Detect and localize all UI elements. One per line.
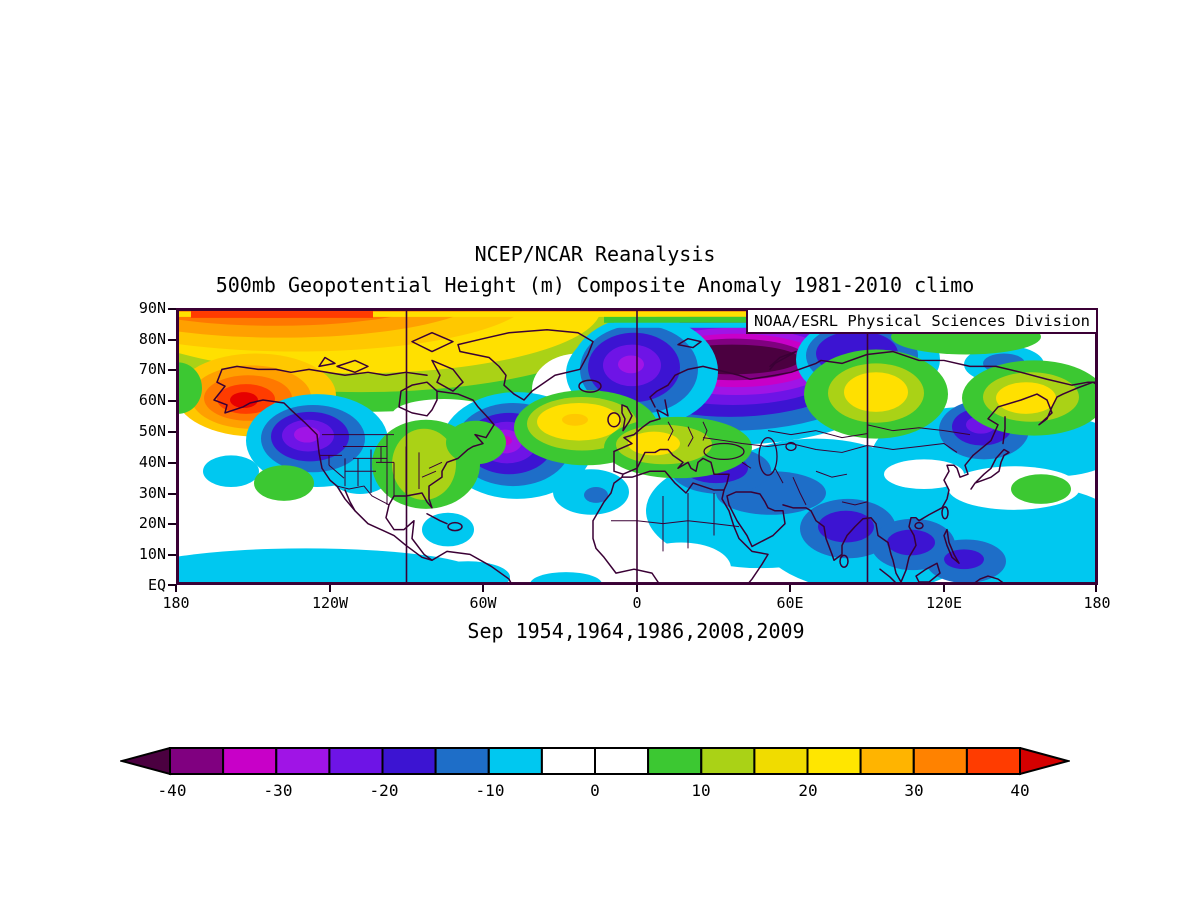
lat-label: 60N [138, 391, 166, 409]
colorbar-tick: -10 [475, 781, 505, 800]
lat-label: 80N [138, 330, 166, 348]
lon-label: 120E [925, 594, 963, 612]
colorbar [120, 747, 1070, 776]
coastlines [213, 329, 1098, 585]
colorbar-tick: 30 [904, 781, 924, 800]
lat-label: 10N [138, 545, 166, 563]
lon-label: 180 [1083, 594, 1111, 612]
colorbar-tick: 40 [1010, 781, 1030, 800]
lat-label: 50N [138, 422, 166, 440]
colorbar-tick: -40 [157, 781, 187, 800]
lat-label: EQ [147, 576, 166, 594]
colorbar-left-arrow [120, 747, 171, 776]
colorbar-tick: 0 [590, 781, 600, 800]
anomaly-field [176, 308, 1098, 585]
lon-label: 0 [632, 594, 642, 612]
lon-label: 180 [162, 594, 190, 612]
colorbar-tick: 10 [691, 781, 711, 800]
lat-label: 90N [138, 299, 166, 317]
anomaly-field-canvas [176, 308, 1098, 585]
composite-anomaly-map: NOAA/ESRL Physical Sciences Division [176, 308, 1098, 585]
page-title: NCEP/NCAR Reanalysis [474, 242, 716, 266]
lat-label: 20N [138, 514, 166, 532]
lon-label: 120W [311, 594, 349, 612]
lon-label: 60W [469, 594, 497, 612]
credit-text: NOAA/ESRL Physical Sciences Division [754, 312, 1090, 330]
credit-box: NOAA/ESRL Physical Sciences Division [746, 308, 1098, 334]
colorbar-tick: -20 [369, 781, 399, 800]
colorbar-cells [169, 747, 1022, 775]
lon-label: 60E [776, 594, 804, 612]
colorbar-tick: 20 [798, 781, 818, 800]
map-frame [176, 308, 1098, 585]
lat-label: 40N [138, 453, 166, 471]
colorbar-tick: -30 [263, 781, 293, 800]
lat-label: 70N [138, 360, 166, 378]
colorbar-right-arrow [1019, 747, 1070, 776]
meridian-gridlines [405, 308, 869, 585]
inland-seas [703, 436, 797, 476]
page-subtitle: 500mb Geopotential Height (m) Composite … [215, 273, 975, 297]
composite-dates-caption: Sep 1954,1964,1986,2008,2009 [467, 619, 805, 643]
lat-label: 30N [138, 484, 166, 502]
